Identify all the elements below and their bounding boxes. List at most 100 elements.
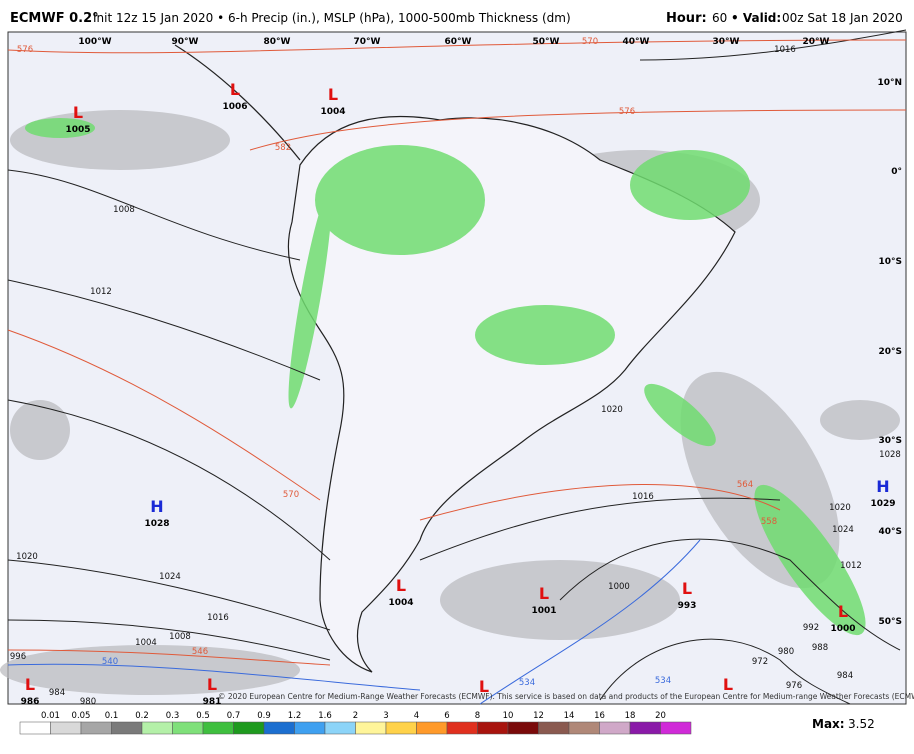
- isobar-label: 972: [752, 657, 768, 667]
- isobar-label: 976: [786, 681, 802, 691]
- pressure-value: 986: [21, 697, 40, 707]
- latitude-label: 20°S: [878, 347, 902, 357]
- colorbar-swatch: [507, 721, 539, 735]
- isobar-label: 1020: [829, 503, 851, 513]
- colorbar-swatch: [50, 721, 82, 735]
- valid-time: 00z Sat 18 Jan 2020: [782, 11, 903, 25]
- isobar-label: 1020: [601, 405, 623, 415]
- longitude-label: 50°W: [533, 37, 560, 47]
- colorbar-label: 0.3: [166, 711, 180, 721]
- thickness-label: 576: [17, 45, 33, 55]
- isobar-label: 1024: [832, 525, 854, 535]
- pressure-letter: H: [876, 477, 889, 496]
- colorbar-label: 4: [414, 711, 419, 721]
- thickness-label: 558: [761, 517, 777, 527]
- hour: 60: [712, 11, 727, 25]
- colorbar-swatch: [568, 721, 600, 735]
- colorbar-swatch: [416, 721, 448, 735]
- pressure-value: 1028: [144, 519, 169, 529]
- thickness-label: 576: [619, 107, 635, 117]
- thickness-540: [7, 539, 701, 705]
- colorbar-label: 0.7: [227, 711, 241, 721]
- isobar-label: 1016: [774, 45, 796, 55]
- colorbar-label: 6: [444, 711, 449, 721]
- pressure-letter: L: [539, 584, 549, 603]
- colorbar-swatch: [599, 721, 631, 735]
- colorbar-label: 0.01: [41, 711, 60, 721]
- max-label: Max:: [812, 717, 845, 731]
- colorbar-label: 0.1: [105, 711, 119, 721]
- colorbar-swatch: [111, 721, 143, 735]
- isobar-label: 984: [49, 688, 65, 698]
- latitude-label: 50°S: [878, 617, 902, 627]
- isobar-label: 1008: [113, 205, 135, 215]
- colorbar-label: 1.2: [288, 711, 302, 721]
- isobar-label: 1004: [135, 638, 157, 648]
- colorbar-label: 8: [475, 711, 480, 721]
- thickness-label: 570: [582, 37, 598, 47]
- thickness-label: 564: [737, 480, 753, 490]
- pressure-letter: L: [838, 602, 848, 621]
- isobars: [7, 29, 907, 705]
- pressure-letter: L: [396, 576, 406, 595]
- isobar-label: 1008: [169, 632, 191, 642]
- latitude-label: 40°S: [878, 527, 902, 537]
- colorbar-swatch: [202, 721, 234, 735]
- colorbar-label: 0.5: [196, 711, 210, 721]
- isobar-label: 996: [10, 652, 26, 662]
- longitude-label: 90°W: [172, 37, 199, 47]
- isobar-label: 1016: [632, 492, 654, 502]
- colorbar-swatch: [233, 721, 265, 735]
- colorbar-swatch: [660, 721, 692, 735]
- pressure-value: 1000: [830, 624, 855, 634]
- colorbar-label: 0.9: [257, 711, 271, 721]
- isobar-label: 1000: [608, 582, 630, 592]
- pressure-value: 1029: [870, 499, 895, 509]
- isobar-label: 1028: [879, 450, 901, 460]
- pressure-letter: L: [207, 675, 217, 694]
- colorbar-swatch: [19, 721, 51, 735]
- colorbar-label: 1.6: [318, 711, 332, 721]
- isobar-label: 980: [80, 697, 96, 707]
- longitude-label: 70°W: [354, 37, 381, 47]
- longitude-label: 100°W: [78, 37, 111, 47]
- colorbar-label: 18: [625, 711, 636, 721]
- pressure-value: 1005: [65, 125, 90, 135]
- pressure-letter: L: [328, 85, 338, 104]
- map: 100°W 90°W 80°W 70°W 60°W 50°W 40°W 30°W 20°W 10°…: [0, 29, 914, 707]
- pressure-value: 981: [203, 697, 222, 707]
- colorbar-swatch: [355, 721, 387, 735]
- max-value: 3.52: [848, 717, 875, 731]
- colorbar-swatch: [629, 721, 661, 735]
- colorbar-swatch: [294, 721, 326, 735]
- colorbar-label: 0.2: [135, 711, 149, 721]
- thickness-label: 534: [655, 676, 671, 686]
- colorbar-label: 12: [533, 711, 544, 721]
- isobar-label: 992: [803, 623, 819, 633]
- colorbar-swatch: [538, 721, 570, 735]
- colorbar: 0.01 0.05 0.1 0.2 0.3 0.5 0.7 0.9 1.2 1.6 2 3 4 6 8 10 1…: [19, 711, 692, 735]
- colorbar-label: 16: [594, 711, 605, 721]
- pressure-value: 993: [678, 601, 697, 611]
- colorbar-label: 20: [655, 711, 666, 721]
- colorbar-swatch: [446, 721, 478, 735]
- colorbar-label: 10: [503, 711, 514, 721]
- credit: © 2020 European Centre for Medium-Range …: [218, 692, 914, 701]
- pressure-letter: L: [479, 677, 489, 696]
- pressure-value: 1001: [531, 606, 556, 616]
- latitude-label: 10°N: [877, 78, 902, 88]
- colorbar-label: 0.05: [72, 711, 91, 721]
- pressure-letter: L: [25, 675, 35, 694]
- isobar-label: 1012: [840, 561, 862, 571]
- colorbar-swatch: [477, 721, 509, 735]
- longitude-label: 30°W: [713, 37, 740, 47]
- isobar-label: 984: [837, 671, 853, 681]
- pressure-letter: H: [150, 497, 163, 516]
- latitude-label: 30°S: [878, 436, 902, 446]
- central-america: [174, 44, 301, 161]
- isobar-label: 980: [778, 647, 794, 657]
- longitude-label: 20°W: [803, 37, 830, 47]
- thickness-label: 540: [102, 657, 118, 667]
- colorbar-swatch: [263, 721, 295, 735]
